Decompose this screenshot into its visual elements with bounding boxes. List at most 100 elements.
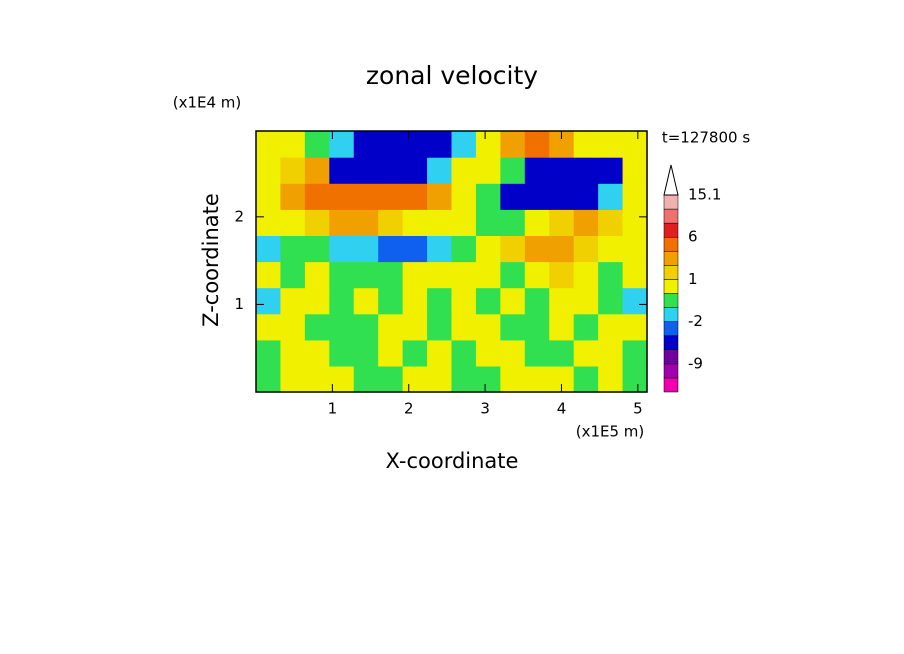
- contour-cell: [451, 183, 477, 210]
- contour-cell: [256, 209, 282, 236]
- contour-cell: [622, 183, 648, 210]
- contour-cell: [622, 235, 648, 263]
- contour-cell: [378, 183, 404, 210]
- colorbar-segment: [663, 377, 679, 393]
- colorbar-arrow: [663, 164, 679, 196]
- contour-cell: [329, 313, 355, 341]
- colorbar-segment: [663, 321, 679, 336]
- contour-cell: [598, 339, 624, 367]
- colorbar-segment: [663, 363, 679, 379]
- contour-cell: [427, 313, 453, 341]
- contour-cell: [378, 131, 404, 158]
- contour-cell: [549, 313, 575, 341]
- contour-cell: [329, 339, 355, 367]
- contour-cell: [304, 313, 330, 341]
- contour-cell: [598, 157, 624, 184]
- x-tick-label: 2: [404, 400, 414, 418]
- contour-cell: [378, 261, 404, 289]
- contour-cell: [524, 131, 550, 158]
- time-label: t=127800 s: [662, 129, 750, 147]
- colorbar-label: 15.1: [688, 186, 721, 204]
- contour-cell: [549, 339, 575, 367]
- contour-cell: [402, 183, 428, 210]
- contour-cell: [304, 209, 330, 236]
- contour-cell: [524, 313, 550, 341]
- contour-cell: [427, 235, 453, 263]
- contour-cell: [378, 339, 404, 367]
- contour-cell: [598, 183, 624, 210]
- contour-cell: [475, 287, 501, 315]
- contour-cell: [451, 235, 477, 263]
- contour-cell: [524, 261, 550, 289]
- contour-cell: [329, 365, 355, 393]
- contour-cell: [280, 313, 306, 341]
- colorbar-segment: [663, 349, 679, 365]
- contour-cell: [549, 209, 575, 236]
- contour-cell: [451, 365, 477, 393]
- contour-cell: [524, 365, 550, 393]
- colorbar-segment: [663, 251, 679, 266]
- y-tick-label: 2: [234, 207, 244, 225]
- contour-cell: [622, 209, 648, 236]
- contour-cell: [524, 339, 550, 367]
- contour-cell: [256, 131, 282, 158]
- contour-cell: [280, 339, 306, 367]
- contour-cell: [378, 313, 404, 341]
- contour-cell: [573, 313, 599, 341]
- contour-cell: [622, 313, 648, 341]
- colorbar-label: 1: [688, 270, 698, 288]
- contour-cell: [402, 131, 428, 158]
- contour-cell: [500, 287, 526, 315]
- plot-frame: [255, 130, 648, 393]
- contour-cell: [256, 313, 282, 341]
- contour-cell: [304, 235, 330, 263]
- contour-cell: [329, 261, 355, 289]
- contour-cell: [451, 209, 477, 236]
- colorbar-segment: [663, 222, 679, 238]
- contour-cell: [353, 287, 379, 315]
- contour-cell: [427, 339, 453, 367]
- x-tick-label: 5: [633, 400, 643, 418]
- contour-cell: [549, 235, 575, 263]
- x-unit: (x1E5 m): [576, 423, 645, 441]
- contour-cell: [378, 209, 404, 236]
- contour-cell: [353, 235, 379, 263]
- contour-cell: [353, 313, 379, 341]
- contour-cell: [304, 339, 330, 367]
- contour-cell: [304, 157, 330, 184]
- contour-cell: [280, 261, 306, 289]
- contour-cell: [427, 261, 453, 289]
- contour-cell: [475, 209, 501, 236]
- contour-cell: [451, 131, 477, 158]
- y-unit: (x1E4 m): [173, 94, 242, 112]
- y-axis-label: Z-coordinate: [199, 193, 223, 327]
- contour-cell: [280, 287, 306, 315]
- contour-cell: [500, 209, 526, 236]
- colorbar-segment: [663, 208, 679, 224]
- contour-cell: [598, 131, 624, 158]
- contour-cell: [549, 183, 575, 210]
- contour-cell: [402, 287, 428, 315]
- contour-cell: [256, 235, 282, 263]
- contour-cell: [622, 339, 648, 367]
- contour-cell: [475, 339, 501, 367]
- contour-cell: [329, 235, 355, 263]
- contour-cell: [280, 157, 306, 184]
- contour-cell: [280, 235, 306, 263]
- contour-cell: [451, 339, 477, 367]
- colorbar-segment: [663, 194, 679, 210]
- contour-cell: [524, 157, 550, 184]
- contour-cell: [598, 209, 624, 236]
- contour-cell: [622, 261, 648, 289]
- contour-cell: [500, 365, 526, 393]
- contour-cell: [427, 131, 453, 158]
- contour-cell: [524, 183, 550, 210]
- colorbar-segment: [663, 335, 679, 351]
- contour-cell: [304, 131, 330, 158]
- contour-cell: [451, 313, 477, 341]
- contour-cell: [573, 157, 599, 184]
- contour-cell: [402, 261, 428, 289]
- contour-cell: [353, 209, 379, 236]
- contour-cell: [329, 157, 355, 184]
- colorbar-segment: [663, 265, 679, 280]
